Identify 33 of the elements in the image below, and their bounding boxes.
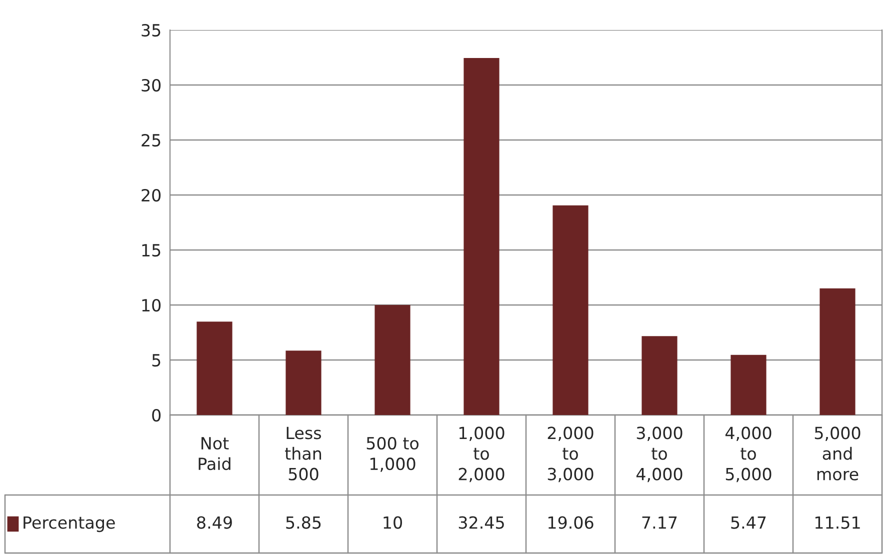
y-tick-label: 15	[142, 244, 160, 257]
bar	[730, 354, 766, 415]
y-tick-label: 10	[142, 298, 161, 312]
x-tick-label: 500 to 1,000	[366, 436, 419, 472]
bar	[642, 336, 678, 415]
data-label: 11.51	[815, 516, 860, 529]
bar	[374, 305, 410, 415]
x-tick-label: 4,000 to 5,000	[725, 426, 772, 482]
bar	[552, 205, 588, 415]
y-tick-label: 25	[142, 134, 160, 147]
legend-label: Percentage	[24, 516, 115, 532]
data-label: 19.06	[548, 516, 594, 529]
x-tick-label: Less than 500	[285, 426, 322, 480]
data-label: 7.17	[642, 516, 677, 529]
y-tick-label: 5	[152, 354, 160, 367]
x-tick-label: 5,000 and more	[814, 426, 860, 480]
data-label: 32.45	[458, 516, 504, 529]
bar	[286, 350, 322, 415]
bar	[464, 58, 500, 415]
x-tick-label: 3,000 to 4,000	[636, 426, 682, 482]
bar	[196, 322, 232, 415]
x-tick-label: 2,000 to 3,000	[548, 426, 594, 482]
bar	[820, 288, 856, 415]
y-tick-label: 35	[142, 24, 160, 37]
x-tick-label: 1,000 to 2,000	[458, 426, 504, 482]
y-tick-label: 20	[142, 188, 161, 202]
data-label: 8.49	[197, 516, 232, 529]
data-label: 10	[384, 516, 402, 529]
y-tick-label: 0	[152, 408, 161, 422]
data-label: 5.85	[286, 516, 321, 529]
x-tick-label: Not Paid	[198, 437, 230, 470]
data-label: 5.47	[731, 516, 766, 529]
y-tick-label: 30	[142, 78, 161, 92]
